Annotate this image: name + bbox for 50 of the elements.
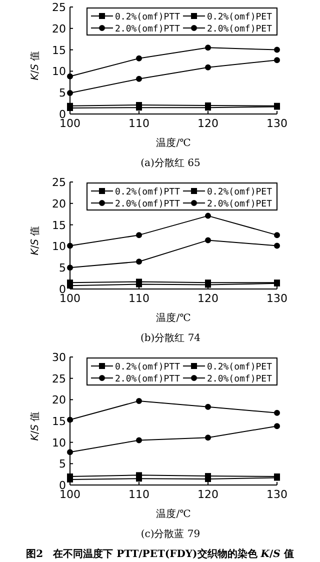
legend-label: 0.2%(omf)PTT: [115, 362, 181, 372]
y-tick-label: 20: [52, 394, 66, 407]
legend-label: 2.0%(omf)PET: [207, 200, 273, 210]
y-tick-label: 10: [52, 436, 66, 450]
x-tick-label: 100: [60, 117, 80, 130]
x-tick-label: 110: [128, 292, 150, 305]
y-tick-label: 30: [52, 351, 66, 364]
legend-label: 2.0%(omf)PTT: [115, 374, 181, 384]
y-axis-title: K/S 值: [30, 411, 41, 441]
legend-label: 0.2%(omf)PET: [207, 188, 273, 198]
x-tick-label: 110: [128, 488, 150, 501]
legend-label: 0.2%(omf)PET: [207, 12, 273, 22]
text: (a)分散红 65: [140, 157, 200, 169]
x-axis-title: 温度/℃: [156, 312, 191, 324]
x-tick-label: 100: [60, 488, 80, 501]
legend-label: 0.2%(omf)PET: [207, 362, 273, 372]
y-tick-label: 25: [52, 176, 66, 189]
legend-label: 2.0%(omf)PET: [207, 24, 273, 34]
legend-label: 2.0%(omf)PET: [207, 374, 273, 384]
y-tick-label: 10: [52, 240, 66, 254]
x-axis-title: 温度/℃: [156, 508, 191, 520]
y-tick-label: 10: [52, 65, 66, 78]
y-tick-label: 15: [52, 415, 66, 428]
x-tick-label: 100: [60, 292, 80, 305]
legend-label: 0.2%(omf)PTT: [115, 12, 181, 22]
legend-label: 2.0%(omf)PTT: [115, 200, 181, 210]
y-tick-label: 5: [59, 262, 66, 275]
x-tick-label: 130: [266, 292, 288, 305]
y-axis-title: K/S 值: [30, 226, 41, 256]
x-tick-label: 120: [198, 117, 218, 130]
y-tick-label: 20: [52, 197, 66, 210]
y-tick-label: 5: [59, 86, 66, 100]
x-tick-label: 130: [266, 488, 288, 501]
x-tick-label: 110: [128, 117, 150, 130]
y-tick-label: 20: [52, 22, 66, 36]
y-tick-label: 15: [52, 44, 66, 57]
y-tick-label: 15: [52, 218, 66, 232]
x-tick-label: 120: [198, 292, 218, 305]
legend-label: 2.0%(omf)PTT: [115, 24, 181, 34]
y-axis-title: K/S 值: [30, 50, 41, 80]
x-axis-title: 温度/℃: [156, 137, 191, 149]
y-tick-label: 25: [52, 1, 66, 14]
x-tick-label: 130: [266, 117, 288, 130]
text: (b)分散红 74: [140, 332, 201, 344]
caption: 图2 在不同温度下 PTT/PET(FDY)交织物的染色 K/S 值: [26, 548, 294, 560]
legend-label: 0.2%(omf)PTT: [115, 188, 181, 198]
y-tick-label: 5: [59, 458, 66, 471]
x-tick-label: 120: [198, 488, 218, 501]
text: (c)分散蓝 79: [140, 528, 200, 540]
y-tick-label: 25: [52, 372, 66, 386]
